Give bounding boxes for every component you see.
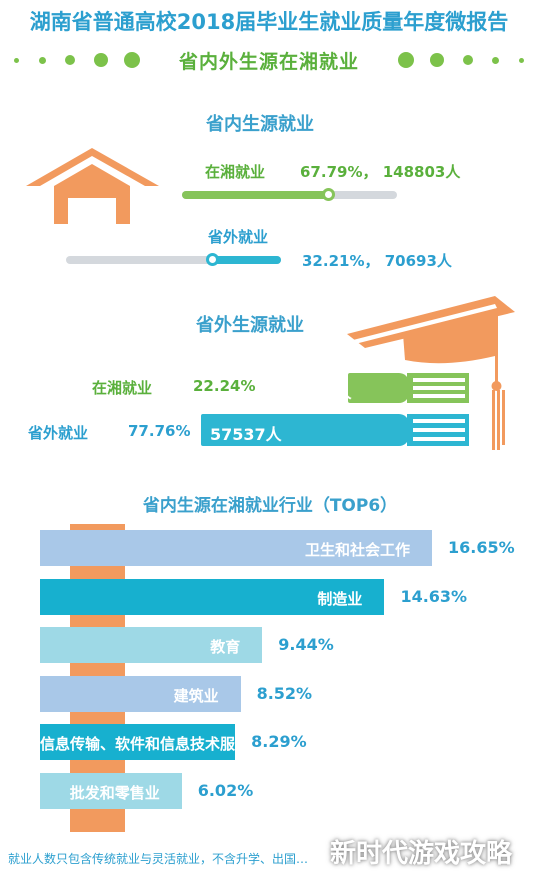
chart2-bar-1 [200,414,409,446]
chart3-title: 省内生源在湘就业行业（TOP6） [142,496,398,516]
chart2-count-1: 57537人 [210,425,282,444]
industry-bar-2 [40,627,263,663]
industry-bar-5 [40,772,182,809]
industry-bar-0 [40,530,432,566]
chart1-count-0: 148803人 [382,163,461,181]
decor-dot [94,53,108,67]
industry-label-0: 卫生和社会工作 [304,541,410,559]
decor-dot [124,52,140,68]
separator: ， [362,163,378,181]
decor-dot [398,52,414,68]
chart1-count-1: 70693人 [384,252,452,270]
industry-value-5: 6.02% [197,780,254,800]
industry-bar-1 [40,578,385,615]
industry-value-0: 16.65% [448,538,515,557]
chart1-label-0: 在湘就业 [205,163,266,181]
book-stack-icon [407,414,469,446]
decor-dot [14,58,19,63]
chart1-value-0: 67.79%， 148803人 [300,161,460,182]
chart1-pct-1: 32.21% [302,252,365,270]
industry-label-2: 教育 [210,638,241,656]
chart1-pct-0: 67.79% [300,163,363,181]
industry-label-3: 建筑业 [173,686,219,705]
house-icon [26,148,159,224]
decor-dot [65,55,75,65]
industry-value-4: 8.29% [251,732,307,751]
industry-label-5: 批发和零售业 [69,783,160,802]
watermark: 新时代游戏攻略 [330,839,513,869]
chart1-label-1: 省外就业 [208,228,269,246]
chart1-bar-0 [182,191,328,199]
separator: ， [364,252,380,270]
chart1-value-1: 32.21%， 70693人 [302,250,452,271]
chart1-track-1 [66,256,281,264]
chart2-title: 省外生源就业 [196,315,304,336]
decor-dot [430,53,444,67]
footnote: 就业人数只包含传统就业与灵活就业，不含升学、出国… [8,852,309,866]
chart1-title: 省内生源就业 [206,114,314,135]
chart1-slider-knob-0 [321,188,335,201]
chart2-label-0: 在湘就业 [92,379,153,397]
decor-dot [519,58,524,63]
chart2-label-1: 省外就业 [28,424,89,442]
chart2-pct-0: 22.24% [193,377,256,395]
decor-dot [463,55,473,65]
industry-value-3: 8.52% [256,683,313,703]
chart1-bar-1 [211,256,281,264]
decor-dot [492,57,499,64]
industry-label-1: 制造业 [317,589,363,608]
industry-bar-4 [40,724,236,760]
chart2-count-0: 16459人 [280,383,352,402]
industry-label-4: 信息传输、软件和信息技术服务业 [40,735,266,753]
industry-bar-3 [40,675,241,712]
chart2-bar-0 [348,373,409,403]
industry-value-2: 9.44% [278,635,334,654]
tassel-icon [491,312,505,450]
chart2-pct-1: 77.76% [128,422,191,440]
industry-value-1: 14.63% [400,586,468,606]
section-subtitle: 省内外生源在湘就业 [178,51,359,73]
chart1-slider-knob-1 [205,253,219,266]
book-stack-icon [407,373,469,403]
graduation-cap-icon [347,296,515,364]
report-title: 湖南省普通高校2018届毕业生就业质量年度微报告 [29,10,509,34]
decor-dot [39,57,46,64]
